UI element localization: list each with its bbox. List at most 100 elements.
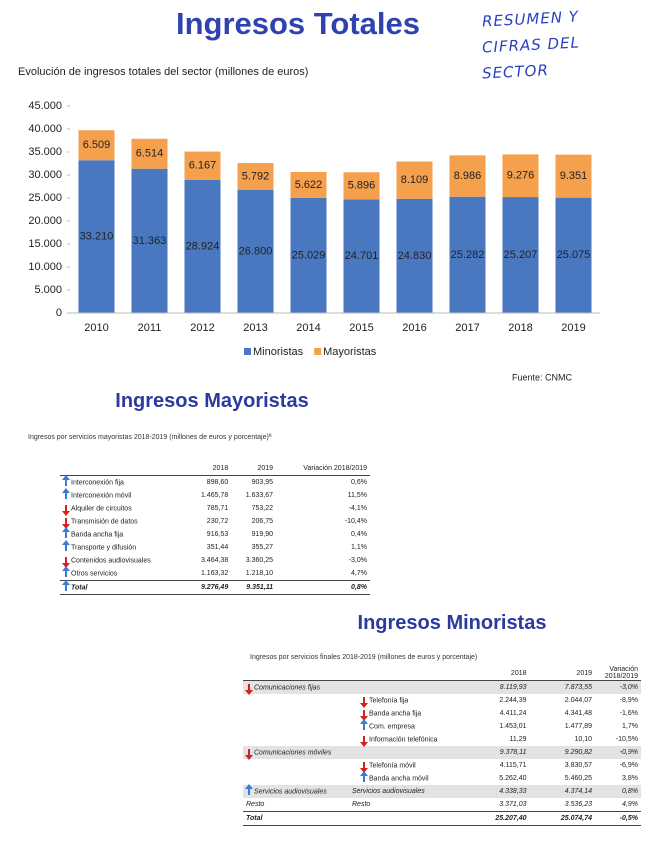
- chart-source: Fuente: CNMC: [512, 372, 573, 382]
- trend-arrow: [245, 783, 253, 795]
- table-cell: 2.044,07: [564, 697, 592, 704]
- table-row: Banda ancha móvil 5.262,40 5.460,25 3,8%: [243, 770, 641, 785]
- bar-segment: [237, 189, 274, 313]
- bar-segment: [290, 172, 327, 198]
- bar-segment: [396, 198, 433, 313]
- x-tick-label: 2017: [455, 322, 479, 334]
- table-cell: 5.460,25: [564, 775, 592, 782]
- table-row: Interconexión fija 898,60 903,95 0,6%: [60, 474, 370, 490]
- item-label: Información telefónica: [369, 736, 438, 744]
- table-cell: 753,22: [251, 505, 274, 512]
- trend-arrow: [62, 565, 70, 577]
- trend-arrow: [62, 539, 70, 551]
- header-cell: Variación 2018/2019: [303, 465, 367, 472]
- header-cell: 2018: [510, 669, 527, 677]
- table-row: Servicios audiovisuales Servicios audiovi…: [243, 783, 641, 798]
- trend-arrow: [245, 683, 253, 695]
- table-cell: 230,72: [206, 518, 229, 525]
- table-row: Comunicaciones móviles 9.378,11 9.290,82 -0…: [243, 746, 641, 760]
- header-row: 2018 2019 Variación 2018/2019: [243, 666, 641, 681]
- bar-segment: [396, 161, 433, 199]
- legend-label: Minoristas: [253, 346, 304, 358]
- table-row: Otros servicios 1.163,32 1.218,10 4,7%: [60, 565, 370, 581]
- item-cell: Servicios audiovisuales: [349, 785, 464, 798]
- table-cell: 785,71: [206, 505, 229, 512]
- value-label: 6.167: [189, 160, 217, 172]
- table-row: Contenidos audiovisuales 3.464,38 3.360,25…: [60, 554, 370, 568]
- row-label: Transmisión de datos: [60, 515, 186, 529]
- table-cell: 3.371,03: [499, 801, 527, 808]
- group-label: Comunicaciones fijas: [254, 684, 321, 692]
- table-cell: 916,53: [206, 531, 229, 538]
- table-caption: Ingresos por servicios mayoristas 2018-2…: [28, 434, 272, 441]
- row-label-text: Total: [71, 584, 88, 592]
- trend-arrow: [360, 735, 368, 747]
- value-label: 25.075: [557, 249, 591, 261]
- header-row: 2018 2019 Variación 2018/2019: [60, 462, 370, 476]
- table-cell: 1.633,67: [245, 492, 274, 499]
- row-label: Contenidos audiovisuales: [60, 554, 186, 568]
- table-row: Telefonía fija 2.244,39 2.044,07 -8,9%: [243, 694, 641, 708]
- table-cell: -10,5%: [615, 736, 638, 743]
- table-cell: 4.374,14: [529, 785, 595, 798]
- trend-arrow: [360, 718, 368, 730]
- table-cell: 1,7%: [622, 723, 638, 730]
- x-tick-label: 2018: [508, 322, 532, 334]
- table-row: Telefonía móvil 4.115,71 3.830,57 -6,9%: [243, 759, 641, 773]
- table-cell: 1.453,01: [499, 723, 527, 730]
- item-cell: Información telefónica: [349, 733, 464, 747]
- section-title: Ingresos Mayoristas: [115, 390, 309, 412]
- bar-segment: [343, 172, 380, 200]
- table-cell: 3.360,25: [245, 557, 274, 564]
- y-tick-label: 35.000: [28, 146, 62, 158]
- item-label: Servicios audiovisuales: [352, 788, 425, 795]
- table-cell: -4,1%: [348, 505, 367, 512]
- group-label: Resto: [246, 801, 265, 808]
- table-cell: 1.163,32: [200, 570, 229, 577]
- table-cell: 9.378,11: [464, 746, 530, 759]
- table-cell: -6,9%: [619, 762, 638, 769]
- x-tick-label: 2013: [243, 322, 267, 334]
- item-cell: Telefonía móvil: [349, 759, 464, 773]
- bar-segment: [184, 179, 221, 313]
- table-cell: 3,8%: [622, 775, 638, 782]
- header-cell: [243, 666, 349, 681]
- bar-segment: [555, 154, 592, 198]
- table-cell: 919,90: [251, 531, 274, 538]
- table-cell: 4.341,48: [564, 710, 592, 717]
- x-tick-label: 2010: [84, 322, 108, 334]
- x-tick-label: 2011: [138, 322, 162, 334]
- table-cell: 3.464,38: [200, 557, 229, 564]
- x-tick-label: 2016: [402, 322, 426, 334]
- data-table: 2018 2019 Variación 2018/2019 Comunicacione…: [243, 666, 641, 826]
- y-tick-label: 0: [56, 307, 62, 319]
- header-cell: 2018: [212, 465, 229, 472]
- table-cell: 11,29: [509, 736, 527, 743]
- bar-segment: [343, 199, 380, 313]
- value-label: 25.282: [451, 249, 485, 261]
- table-cell: 0,6%: [351, 479, 367, 486]
- value-label: 5.896: [348, 180, 376, 192]
- table-cell: -3,0%: [595, 680, 641, 694]
- y-tick-label: 10.000: [28, 261, 62, 273]
- header-cell: 2019: [576, 669, 592, 677]
- legend-swatch: [244, 348, 251, 355]
- item-cell: [349, 812, 464, 826]
- value-label: 9.276: [507, 170, 535, 182]
- trend-arrow: [62, 556, 70, 568]
- table-cell: 4,7%: [351, 570, 367, 577]
- row-label-text: Transmisión de datos: [71, 518, 138, 526]
- row-label-text: Transporte y difusión: [71, 544, 137, 552]
- table-row: Total 9.276,49 9.351,11 0,8%: [60, 579, 370, 595]
- table-cell: 25.074,74: [560, 815, 592, 822]
- trend-arrow: [62, 504, 70, 516]
- table-cell: 9.351,11: [246, 584, 274, 591]
- bar-segment: [449, 196, 486, 313]
- value-label: 9.351: [560, 170, 588, 182]
- row-label-text: Alquiler de circuitos: [71, 505, 132, 513]
- value-label: 31.363: [133, 235, 167, 247]
- row-label: Interconexión móvil: [60, 487, 186, 502]
- x-tick-label: 2014: [296, 322, 320, 334]
- table-row: Alquiler de circuitos 785,71 753,22 -4,1%: [60, 502, 370, 516]
- group-cell: [243, 759, 349, 772]
